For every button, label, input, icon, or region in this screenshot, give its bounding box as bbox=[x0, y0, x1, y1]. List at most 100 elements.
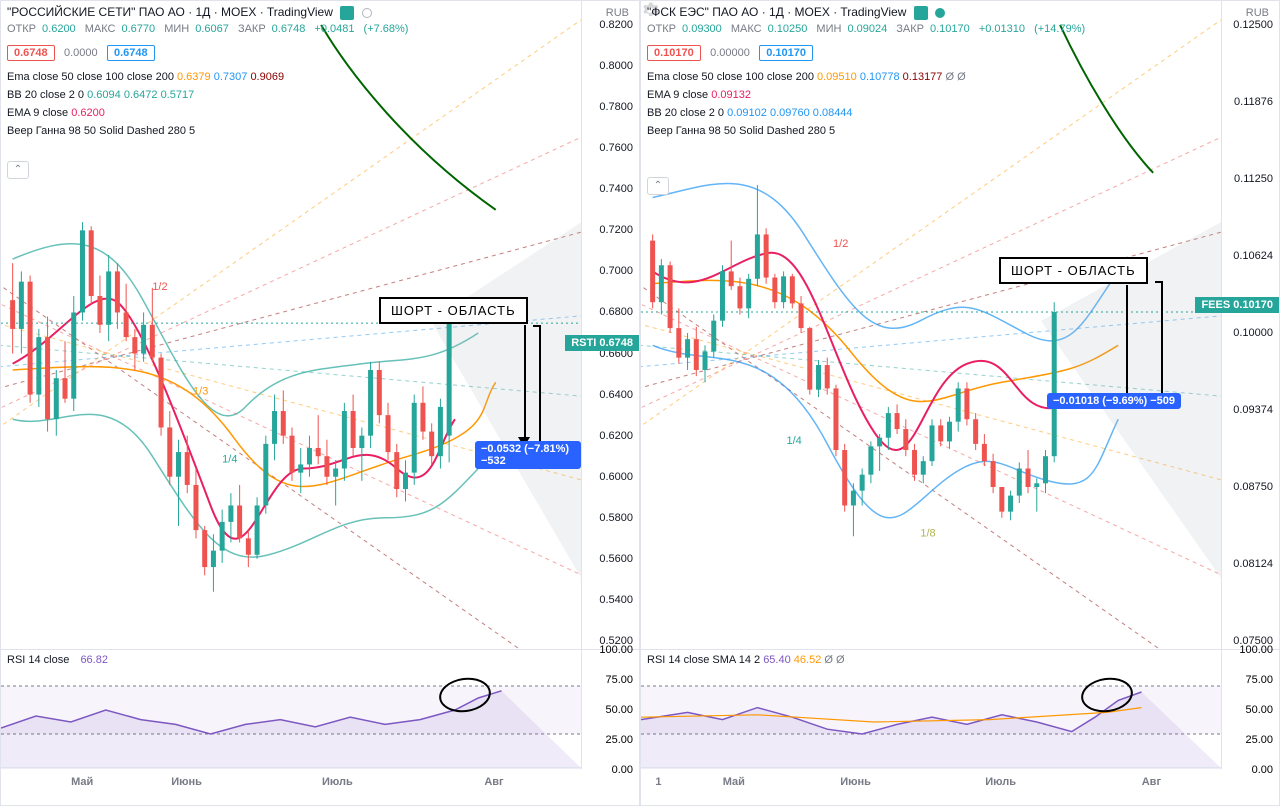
provider: TradingView bbox=[267, 5, 333, 19]
y-tick: 0.5600 bbox=[599, 553, 633, 565]
range-bracket bbox=[1153, 281, 1163, 401]
x-tick: Июль bbox=[985, 776, 1016, 788]
price-boxes: 0.6748 0.0000 0.6748 bbox=[7, 45, 161, 61]
rsi-y-tick: 100.00 bbox=[599, 644, 633, 656]
svg-text:1/2: 1/2 bbox=[152, 281, 167, 293]
y-tick: 0.11250 bbox=[1234, 173, 1273, 185]
rsi-header: RSI 14 close SMA 14 2 65.40 46.52 Ø Ø bbox=[647, 654, 845, 666]
svg-text:1/2: 1/2 bbox=[833, 238, 848, 250]
x-tick: Июнь bbox=[840, 776, 871, 788]
indicator-row: Ema close 50 close 100 close 200 0.09510… bbox=[647, 71, 966, 83]
rsi-svg bbox=[1, 650, 581, 769]
price-box-blue: 0.10170 bbox=[759, 45, 813, 61]
y-tick: 0.6000 bbox=[599, 471, 633, 483]
rsi-panel[interactable]: RSI 14 close SMA 14 2 65.40 46.52 Ø Ø bbox=[641, 649, 1221, 769]
exchange: MOEX bbox=[221, 5, 256, 19]
rsi-panel[interactable]: RSI 14 close 66.82 bbox=[1, 649, 581, 769]
rsi-y-tick: 25.00 bbox=[1245, 734, 1273, 746]
indicator-row: EMA 9 close 0.09132 bbox=[647, 89, 751, 101]
ohlc-row: ОТКР0.09300 МАКС0.10250 МИН0.09024 ЗАКР0… bbox=[647, 23, 1091, 35]
provider: TradingView bbox=[840, 5, 906, 19]
short-region-label: ШОРТ - ОБЛАСТЬ bbox=[999, 257, 1148, 284]
y-tick: 0.6800 bbox=[599, 306, 633, 318]
price-boxes: 0.10170 0.00000 0.10170 bbox=[647, 45, 819, 61]
main-chart-area[interactable]: "РОССИЙСКИЕ СЕТИ" ПАО АО · 1Д · MOEX · T… bbox=[1, 1, 581, 649]
price-box-mid: 0.00000 bbox=[710, 47, 750, 59]
price-box-red: 0.6748 bbox=[7, 45, 55, 61]
target-badge: −0.01018 (−9.69%) −509 bbox=[1047, 393, 1181, 409]
time-axis[interactable]: 1 Май Июнь Июль Авг bbox=[641, 767, 1221, 805]
y-tick: 0.6400 bbox=[599, 389, 633, 401]
interval: 1Д bbox=[769, 5, 784, 19]
collapse-button[interactable]: ⌃ bbox=[7, 161, 29, 179]
indicator-row: BB 20 close 2 0 0.6094 0.6472 0.5717 bbox=[7, 89, 194, 101]
tv-logo-icon bbox=[914, 6, 928, 20]
y-tick: 0.10624 bbox=[1233, 250, 1273, 262]
y-tick: 0.5800 bbox=[599, 512, 633, 524]
x-tick: 1 bbox=[655, 776, 661, 788]
rsi-y-tick: 25.00 bbox=[605, 734, 633, 746]
y-tick: 0.5400 bbox=[599, 594, 633, 606]
rsi-header: RSI 14 close 66.82 bbox=[7, 654, 108, 666]
svg-text:1/8: 1/8 bbox=[920, 527, 935, 539]
target-badge: −0.0532 (−7.81%) −532 bbox=[475, 441, 581, 469]
y-tick: 0.7400 bbox=[599, 183, 633, 195]
price-axis[interactable]: RUB FEES 0.10170 0.125000.118760.112500.… bbox=[1221, 1, 1279, 649]
symbol-name: "РОССИЙСКИЕ СЕТИ" ПАО АО bbox=[7, 5, 185, 19]
rsi-y-tick: 75.00 bbox=[1245, 674, 1273, 686]
indicator-row: BB 20 close 2 0 0.09102 0.09760 0.08444 bbox=[647, 107, 853, 119]
rsi-axis[interactable]: 100.0075.0050.0025.000.00 bbox=[1221, 649, 1279, 769]
status-dot-icon bbox=[362, 8, 372, 18]
price-box-red: 0.10170 bbox=[647, 45, 701, 61]
y-tick: 0.7800 bbox=[599, 101, 633, 113]
y-tick: 0.8000 bbox=[599, 60, 633, 72]
price-axis[interactable]: RUB RSTI 0.6748 0.82000.80000.78000.7600… bbox=[581, 1, 639, 649]
interval: 1Д bbox=[196, 5, 211, 19]
x-tick: Июль bbox=[322, 776, 353, 788]
x-tick: Июнь bbox=[171, 776, 202, 788]
symbol-name: "ФСК ЕЭС" ПАО АО bbox=[647, 5, 758, 19]
svg-text:1/4: 1/4 bbox=[787, 435, 802, 447]
x-tick: Май bbox=[723, 776, 745, 788]
chart-panel-right: "ФСК ЕЭС" ПАО АО · 1Д · MOEX · TradingVi… bbox=[640, 0, 1280, 806]
ohlc-row: ОТКР0.6200 МАКС0.6770 МИН0.6067 ЗАКР0.67… bbox=[7, 23, 414, 35]
status-dot-icon bbox=[935, 8, 945, 18]
y-tick: 0.6200 bbox=[599, 430, 633, 442]
rsi-y-tick: 0.00 bbox=[1252, 764, 1273, 776]
rsi-svg bbox=[641, 650, 1221, 769]
x-tick: Авг bbox=[1142, 776, 1161, 788]
rsi-y-tick: 100.00 bbox=[1239, 644, 1273, 656]
tv-logo-icon bbox=[340, 6, 354, 20]
x-tick: Авг bbox=[484, 776, 503, 788]
rsi-y-tick: 75.00 bbox=[605, 674, 633, 686]
title-row: "ФСК ЕЭС" ПАО АО · 1Д · MOEX · TradingVi… bbox=[647, 5, 945, 20]
exchange: MOEX bbox=[795, 5, 830, 19]
currency-button[interactable]: RUB bbox=[600, 5, 635, 21]
y-tick: 0.7200 bbox=[599, 224, 633, 236]
arrow-down-icon bbox=[523, 325, 525, 447]
collapse-button[interactable]: ⌃ bbox=[647, 177, 669, 195]
title-row: "РОССИЙСКИЕ СЕТИ" ПАО АО · 1Д · MOEX · T… bbox=[7, 5, 372, 20]
price-line-badge: FEES 0.10170 bbox=[1195, 297, 1279, 313]
arrow-down-icon bbox=[1125, 285, 1127, 405]
indicator-row: Ema close 50 close 100 close 200 0.6379 … bbox=[7, 71, 284, 83]
y-tick: 0.08750 bbox=[1233, 481, 1273, 493]
range-bracket bbox=[531, 325, 541, 447]
chart-panel-left: "РОССИЙСКИЕ СЕТИ" ПАО АО · 1Д · MOEX · T… bbox=[0, 0, 640, 806]
indicator-row: Веер Ганна 98 50 Solid Dashed 280 5 bbox=[647, 125, 835, 137]
indicator-row: EMA 9 close 0.6200 bbox=[7, 107, 105, 119]
y-tick: 0.08124 bbox=[1233, 558, 1273, 570]
rsi-axis[interactable]: 100.0075.0050.0025.000.00 bbox=[581, 649, 639, 769]
rsi-y-tick: 50.00 bbox=[605, 704, 633, 716]
svg-text:1/4: 1/4 bbox=[222, 453, 237, 465]
main-chart-area[interactable]: "ФСК ЕЭС" ПАО АО · 1Д · MOEX · TradingVi… bbox=[641, 1, 1221, 649]
y-tick: 0.7000 bbox=[599, 265, 633, 277]
y-tick: 0.11876 bbox=[1234, 96, 1273, 108]
y-tick: 0.10000 bbox=[1233, 327, 1273, 339]
price-line-badge: RSTI 0.6748 bbox=[565, 335, 639, 351]
rsi-y-tick: 50.00 bbox=[1245, 704, 1273, 716]
y-tick: 0.7600 bbox=[599, 142, 633, 154]
svg-text:1/3: 1/3 bbox=[193, 386, 208, 398]
time-axis[interactable]: МайИюньИюльАвг bbox=[1, 767, 581, 805]
currency-button[interactable]: RUB bbox=[1240, 5, 1275, 21]
